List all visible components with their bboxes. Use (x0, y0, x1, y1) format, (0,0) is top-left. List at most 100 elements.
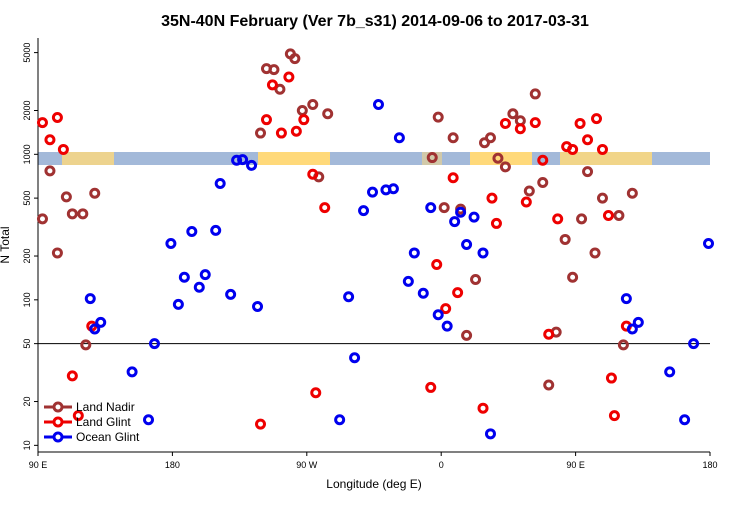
legend-label: Land Glint (76, 415, 131, 429)
point (477, 402, 489, 414)
point (447, 172, 459, 184)
point (613, 209, 625, 221)
point (178, 271, 190, 283)
point (186, 225, 198, 237)
point (596, 143, 608, 155)
point (602, 209, 614, 221)
point (441, 320, 453, 332)
y-tick-label: 50 (22, 339, 32, 349)
point (490, 217, 502, 229)
x-tick-label: 180 (702, 460, 717, 470)
point (148, 338, 160, 350)
point (214, 178, 226, 190)
point (402, 275, 414, 287)
point (425, 202, 437, 214)
point (468, 211, 480, 223)
point (66, 370, 78, 382)
point (537, 177, 549, 189)
point (432, 309, 444, 321)
point (688, 338, 700, 350)
point (664, 366, 676, 378)
point (617, 339, 629, 351)
land-ocean-band (38, 152, 710, 165)
point (89, 187, 101, 199)
point (255, 127, 267, 139)
point (605, 372, 617, 384)
series (84, 98, 715, 440)
point (447, 132, 459, 144)
series (36, 71, 632, 430)
point (589, 247, 601, 259)
point (51, 112, 63, 124)
point (255, 418, 267, 430)
legend-marker (52, 416, 64, 428)
point (231, 154, 243, 166)
point (274, 83, 286, 95)
point (343, 291, 355, 303)
point (417, 287, 429, 299)
land-band (560, 152, 652, 165)
point (529, 88, 541, 100)
point (51, 247, 63, 259)
point (632, 316, 644, 328)
point (310, 387, 322, 399)
land-band (62, 152, 114, 165)
y-tick-label: 2000 (22, 100, 32, 120)
point (165, 237, 177, 249)
point (492, 152, 504, 164)
point (431, 258, 443, 270)
x-tick-label: 0 (439, 460, 444, 470)
point (514, 123, 526, 135)
point (408, 247, 420, 259)
x-axis-label: Longitude (deg E) (326, 477, 421, 491)
point (44, 134, 56, 146)
point (452, 287, 464, 299)
point (290, 125, 302, 137)
point (172, 298, 184, 310)
point (477, 247, 489, 259)
point (89, 323, 101, 335)
point (260, 114, 272, 126)
point (372, 98, 384, 110)
point (210, 224, 222, 236)
point (449, 216, 461, 228)
point (199, 269, 211, 281)
point (537, 154, 549, 166)
point (358, 205, 370, 217)
point (349, 352, 361, 364)
point (283, 71, 295, 83)
y-tick-label: 10 (22, 440, 32, 450)
point (95, 316, 107, 328)
point (393, 132, 405, 144)
point (143, 414, 155, 426)
point (596, 192, 608, 204)
point (36, 117, 48, 129)
point (193, 281, 205, 293)
point (266, 79, 278, 91)
point (84, 293, 96, 305)
y-tick-label: 1000 (22, 144, 32, 164)
point (559, 233, 571, 245)
point (470, 273, 482, 285)
point (486, 192, 498, 204)
x-tick-label: 90 E (29, 460, 48, 470)
point (620, 293, 632, 305)
y-axis-label: N Total (0, 226, 12, 263)
point (426, 152, 438, 164)
point (237, 154, 249, 166)
point (268, 64, 280, 76)
legend-label: Ocean Glint (76, 430, 140, 444)
point (246, 159, 258, 171)
point (307, 98, 319, 110)
point (608, 410, 620, 422)
point (36, 213, 48, 225)
point (626, 187, 638, 199)
y-tick-label: 500 (22, 191, 32, 206)
point (576, 213, 588, 225)
point (507, 108, 519, 120)
point (543, 379, 555, 391)
point (334, 414, 346, 426)
point (582, 166, 594, 178)
x-tick-label: 90 E (566, 460, 585, 470)
